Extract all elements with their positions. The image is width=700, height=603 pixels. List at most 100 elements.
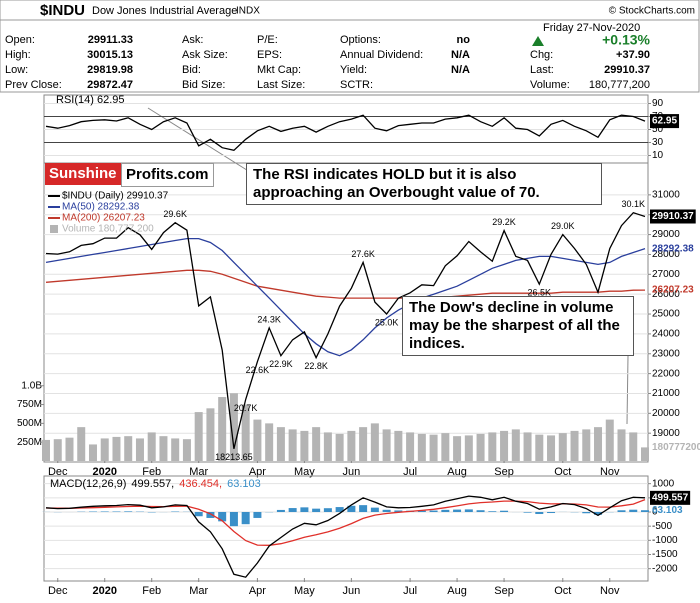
- last-value-box: [650, 114, 680, 129]
- last-value: 28292.38: [652, 243, 694, 254]
- bar: [453, 436, 462, 461]
- last-value: 63.103: [652, 505, 683, 516]
- brand-right: Profits.com: [121, 163, 214, 187]
- quote-label: Open:: [5, 34, 35, 46]
- bar: [88, 444, 97, 461]
- callout-pointer: [147, 107, 251, 173]
- y-tick-label: 27000: [652, 269, 680, 280]
- bar: [441, 433, 450, 461]
- last-value: 499.557: [652, 492, 689, 503]
- value-label: 26.5K: [528, 288, 552, 298]
- y-tick-label: 24000: [652, 329, 680, 340]
- bar: [276, 427, 285, 461]
- bar: [288, 429, 297, 461]
- bar: [359, 505, 368, 512]
- quote-label: Annual Dividend:: [340, 49, 423, 61]
- change-pct: +0.13%: [602, 32, 650, 48]
- bar: [523, 432, 532, 461]
- x-tick-label: Sep: [494, 585, 514, 597]
- y-tick-label: 10: [652, 150, 664, 161]
- bar: [194, 512, 203, 517]
- quote-value: N/A: [451, 64, 470, 76]
- bar: [629, 509, 638, 512]
- legend-swatch: [50, 225, 58, 233]
- quote-label: Ask:: [182, 34, 203, 46]
- bar: [641, 447, 649, 461]
- change-label: Volume:: [530, 79, 570, 91]
- quote-label: Ask Size:: [182, 49, 228, 61]
- legend-entry: 499.557,: [131, 478, 174, 490]
- bar: [288, 508, 297, 512]
- bar: [464, 509, 473, 512]
- symbol: $INDU: [40, 2, 85, 19]
- legend-entry: 63.103: [227, 478, 261, 490]
- bar: [370, 507, 379, 512]
- y-tick-label: 26000: [652, 289, 680, 300]
- series-line: [45, 498, 646, 546]
- y-tick-label: 20000: [652, 408, 680, 419]
- up-arrow: [532, 36, 544, 46]
- bar: [206, 512, 215, 518]
- bar: [547, 435, 556, 461]
- series-line: [45, 114, 646, 152]
- bar: [112, 436, 121, 461]
- y-tick-label: 25000: [652, 309, 680, 320]
- bar: [229, 393, 238, 461]
- y-tick-label: 19000: [652, 428, 680, 439]
- legend-entry: MA(50) 28292.38: [62, 202, 140, 213]
- bar: [535, 434, 544, 461]
- bar: [511, 429, 520, 461]
- brand-left: Sunshine: [45, 163, 121, 185]
- bar: [641, 510, 649, 512]
- source: © StockCharts.com: [609, 6, 695, 17]
- value-label: 30.1K: [621, 199, 645, 209]
- y2-tick-label: 750M: [17, 399, 42, 410]
- bar: [617, 510, 626, 512]
- bar: [594, 427, 603, 461]
- bar: [594, 512, 603, 515]
- bar: [218, 512, 227, 522]
- bar: [382, 429, 391, 461]
- bar: [535, 512, 544, 515]
- bar: [194, 412, 203, 461]
- x-tick-label: May: [294, 466, 315, 478]
- bar: [253, 419, 262, 461]
- last-value: 62.95: [652, 116, 677, 127]
- y-tick-label: 31000: [652, 190, 680, 201]
- callout: The Dow's decline in volume may be the s…: [402, 296, 634, 356]
- bar: [605, 419, 614, 461]
- bar: [312, 427, 321, 461]
- bar: [547, 512, 556, 514]
- y2-tick-label: 250M: [17, 437, 42, 448]
- x-tick-label: Jun: [342, 466, 360, 478]
- bar: [347, 430, 356, 461]
- y-tick-label: 28000: [652, 249, 680, 260]
- bar: [629, 432, 638, 461]
- x-tick-label: 2020: [92, 466, 116, 478]
- bar: [558, 433, 567, 461]
- x-tick-label: Apr: [249, 466, 266, 478]
- bar: [617, 429, 626, 461]
- y2-tick-label: 1.0B: [21, 380, 42, 391]
- bar: [359, 427, 368, 461]
- x-tick-label: Aug: [447, 585, 467, 597]
- bar: [464, 435, 473, 461]
- x-tick-label: Mar: [189, 466, 208, 478]
- bar: [135, 438, 144, 461]
- bar: [265, 423, 274, 461]
- x-tick-label: Feb: [142, 585, 161, 597]
- x-tick-label: Dec: [48, 466, 68, 478]
- x-tick-label: Apr: [249, 585, 266, 597]
- quote-label: Last Size:: [257, 79, 305, 91]
- x-tick-label: Dec: [48, 585, 68, 597]
- x-tick-label: Nov: [600, 466, 620, 478]
- bar: [206, 408, 215, 461]
- x-tick-label: Oct: [554, 466, 571, 478]
- value-label: 29.0K: [551, 221, 575, 231]
- x-tick-label: Mar: [189, 585, 208, 597]
- bar: [394, 430, 403, 461]
- last-value: 26207.23: [652, 285, 694, 296]
- y-tick-label: 50: [652, 124, 664, 135]
- bar: [218, 397, 227, 461]
- quote-value: 29872.47: [87, 79, 133, 91]
